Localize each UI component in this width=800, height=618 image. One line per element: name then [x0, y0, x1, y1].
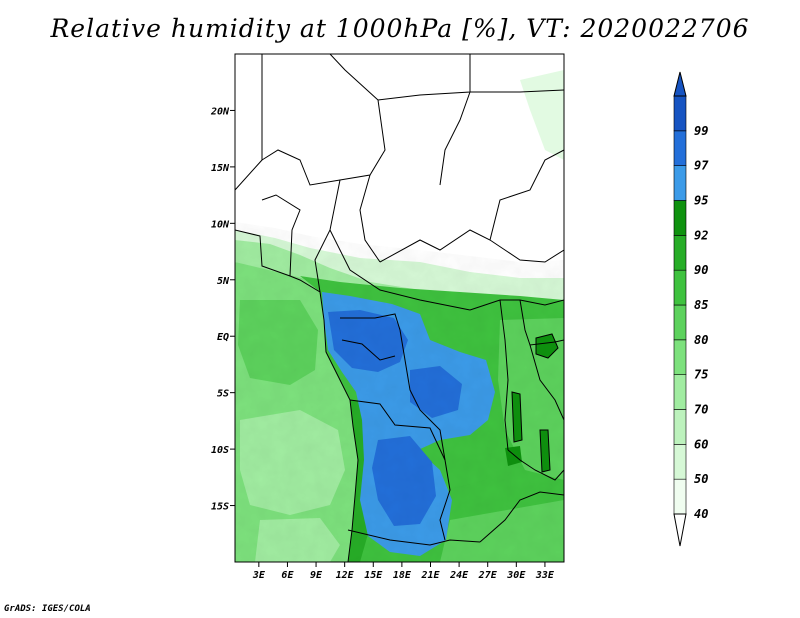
colorbar-segment-5 — [673, 304, 687, 341]
colorbar-label-9: 95 — [694, 194, 708, 208]
colorbar-top-arrow — [673, 71, 687, 97]
y-tick-label-4: EQ — [217, 332, 229, 343]
colorbar-segment-9 — [673, 165, 687, 201]
colorbar-label-10: 97 — [694, 159, 709, 173]
x-tick-label-5: 18E — [393, 570, 412, 581]
lake-outlines — [511, 333, 559, 473]
colorbar-segment-3 — [673, 374, 687, 410]
colorbar-segment-6 — [673, 269, 687, 306]
colorbar-label-1: 50 — [694, 472, 708, 486]
y-tick-label-2: 10N — [211, 219, 230, 230]
colorbar-segment-1 — [673, 444, 687, 480]
colorbar-segment-7 — [673, 235, 687, 271]
y-tick-label-1: 15N — [211, 163, 230, 174]
x-tick-label-2: 9E — [310, 570, 323, 581]
colorbar-segment-11 — [673, 95, 687, 132]
colorbar-label-3: 70 — [694, 403, 708, 417]
humidity-field — [235, 54, 564, 562]
grads-credit: GrADS: IGES/COLA — [4, 604, 91, 614]
country-borders — [235, 54, 564, 562]
y-tick-label-5: 5S — [217, 389, 229, 400]
colorbar-segment-2 — [673, 409, 687, 445]
colorbar-segment-8 — [673, 200, 687, 236]
x-tick-label-7: 24E — [449, 570, 469, 581]
y-tick-label-6: 10S — [211, 445, 229, 456]
y-tick-label-0: 20N — [210, 106, 230, 117]
y-tick-label-7: 15S — [211, 502, 229, 513]
colorbar-label-4: 75 — [694, 368, 708, 382]
colorbar-bottom-arrow — [673, 513, 687, 547]
y-axis: 20N 15N 10N 5N EQ 5S 10S 15S — [210, 106, 235, 513]
northeast-light-patch — [520, 70, 564, 160]
x-tick-label-1: 6E — [281, 570, 294, 581]
colorbar-label-2: 60 — [694, 437, 708, 451]
x-tick-label-9: 30E — [506, 570, 526, 581]
colorbar-label-7: 90 — [694, 263, 708, 277]
dry-north-region — [235, 54, 564, 262]
y-tick-label-3: 5N — [217, 276, 230, 287]
x-axis: 3E 6E 9E 12E 15E 18E 21E 24E 27E 30E 33E — [252, 562, 555, 581]
colorbar-label-0: 40 — [694, 507, 708, 521]
x-tick-label-10: 33E — [535, 570, 555, 581]
colorbar: 40 50 60 70 75 80 85 90 92 95 97 99 — [673, 71, 709, 547]
x-tick-label-8: 27E — [478, 570, 498, 581]
chart-title: Relative humidity at 1000hPa [%], VT: 20… — [50, 14, 750, 43]
colorbar-segment-10 — [673, 130, 687, 166]
x-tick-label-0: 3E — [252, 570, 266, 581]
colorbar-label-8: 92 — [694, 228, 708, 242]
colorbar-label-11: 99 — [694, 124, 708, 138]
colorbar-label-6: 85 — [694, 298, 708, 312]
colorbar-segment-4 — [673, 339, 687, 375]
colorbar-segment-0 — [673, 478, 687, 515]
x-tick-label-6: 21E — [420, 570, 440, 581]
x-tick-label-3: 12E — [336, 570, 355, 581]
plot-frame — [234, 53, 565, 563]
coastline-west — [235, 229, 359, 562]
x-tick-label-4: 15E — [364, 570, 383, 581]
colorbar-label-5: 80 — [694, 333, 708, 347]
